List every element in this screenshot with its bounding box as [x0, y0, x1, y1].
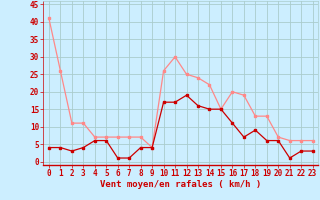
X-axis label: Vent moyen/en rafales ( km/h ): Vent moyen/en rafales ( km/h ): [100, 180, 261, 189]
